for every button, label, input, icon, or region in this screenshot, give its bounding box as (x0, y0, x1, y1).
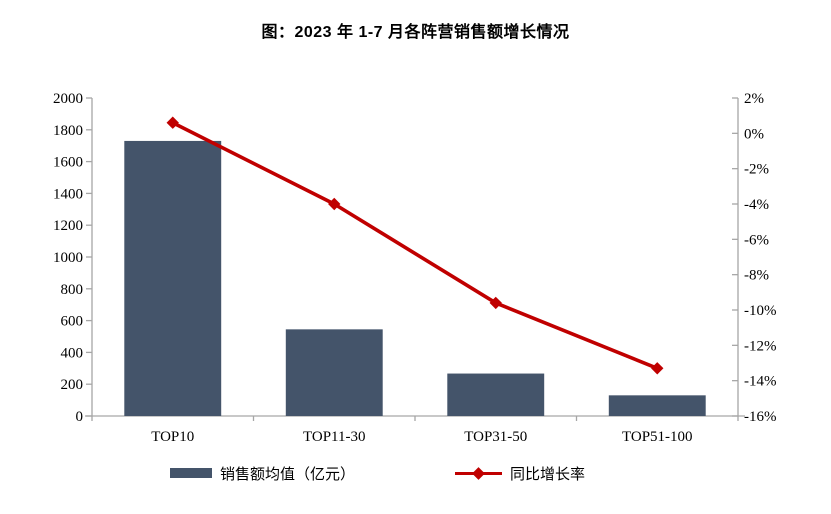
bar (124, 140, 222, 416)
legend-label-sales: 销售额均值（亿元） (220, 465, 356, 483)
left-axis-tick-label: 1000 (53, 250, 83, 266)
left-axis-tick-label: 200 (61, 377, 84, 393)
line-diamond-swatch-icon (455, 466, 502, 480)
diamond-marker-icon (328, 197, 341, 211)
legend-label-growth: 同比增长率 (510, 465, 586, 483)
legend-item-growth: 同比增长率 (455, 462, 585, 484)
right-axis-tick-label: -4% (744, 197, 769, 213)
left-axis-tick-label: 600 (61, 314, 84, 330)
diamond-marker-icon (651, 362, 664, 375)
legend-item-sales: 销售额均值（亿元） (170, 462, 355, 484)
left-axis-tick-label: 1400 (53, 186, 83, 202)
right-axis-tick-label: -2% (744, 162, 769, 178)
left-axis-tick-label: 2000 (53, 91, 83, 107)
diamond-marker-icon (166, 116, 179, 129)
left-axis-tick-label: 1200 (53, 218, 83, 234)
left-axis-tick-label: 400 (61, 345, 84, 361)
chart-legend: 销售额均值（亿元） 同比增长率 (0, 462, 831, 488)
right-axis-tick-label: -8% (744, 268, 769, 284)
category-label: TOP31-50 (464, 429, 527, 445)
category-label: TOP51-100 (622, 429, 693, 445)
right-axis-tick-label: 2% (744, 91, 764, 107)
left-axis-tick-label: 800 (61, 282, 84, 298)
growth-line (170, 120, 660, 371)
right-axis-tick-label: -6% (744, 232, 769, 248)
bar (447, 373, 545, 416)
bar (608, 395, 706, 416)
right-axis-tick-label: -16% (744, 409, 777, 425)
chart-title: 图：2023 年 1-7 月各阵营销售额增长情况 (261, 24, 570, 41)
diamond-marker-icon (489, 296, 502, 310)
left-axis-tick-label: 0 (76, 409, 84, 425)
right-axis-tick-label: -14% (744, 374, 777, 390)
right-axis-tick-label: -12% (744, 338, 777, 354)
category-label: TOP10 (151, 429, 194, 445)
right-axis-tick-label: 0% (744, 126, 764, 142)
left-axis-tick-label: 1600 (53, 155, 83, 171)
bar (285, 329, 383, 416)
right-axis-tick-label: -10% (744, 303, 777, 319)
diamond-marker-icon (472, 466, 485, 480)
left-axis-tick-label: 1800 (53, 123, 83, 139)
bar-swatch-icon (170, 468, 212, 478)
category-label: TOP11-30 (303, 429, 366, 445)
